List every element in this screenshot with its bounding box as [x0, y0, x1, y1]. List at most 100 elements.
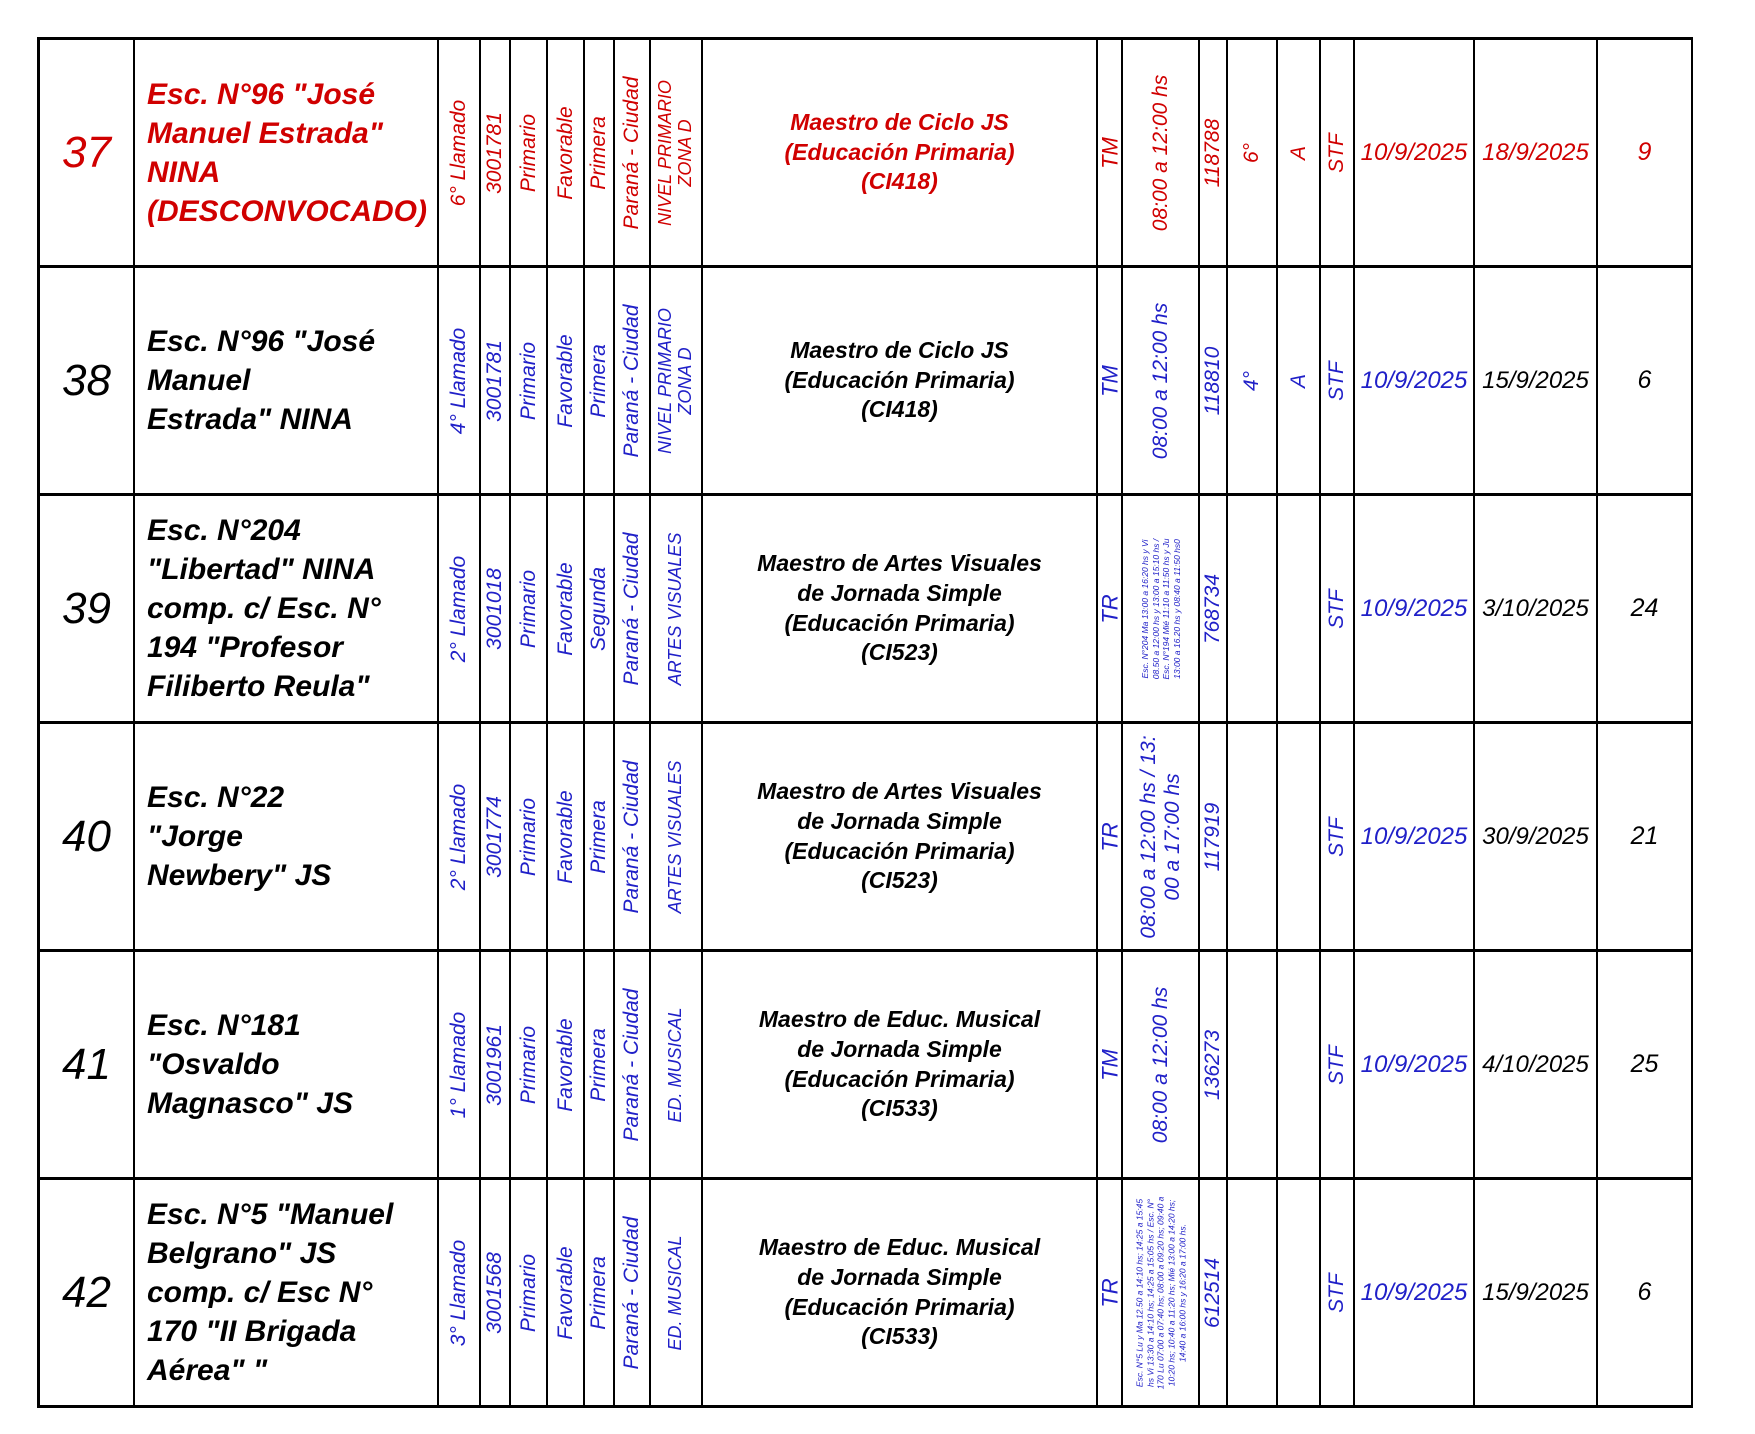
start-date: 10/9/2025: [1355, 496, 1475, 724]
horario: Esc. N°5 Lu y Ma 12.50 a 14:10 hs; 14:25…: [1133, 1196, 1187, 1389]
dictamen: Favorable: [553, 1017, 577, 1112]
days-count: 25: [1598, 952, 1693, 1180]
localidad: Paraná - Ciudad: [619, 1216, 643, 1369]
caracter: STF: [1324, 816, 1348, 857]
llamado: 2° Llamado: [446, 783, 470, 890]
codigo-cell: 118788: [1200, 40, 1228, 268]
dictamen-cell: Favorable: [548, 496, 585, 724]
area: NIVEL PRIMARIO ZONA D: [655, 79, 695, 226]
caracter-cell: STF: [1321, 952, 1355, 1180]
division-cell: [1278, 724, 1321, 952]
localidad-cell: Paraná - Ciudad: [615, 268, 651, 496]
nivel: Primario: [516, 113, 540, 192]
nivel-cell: Primario: [511, 1180, 548, 1408]
codigo: 136273: [1200, 1029, 1224, 1100]
cargo-description: Maestro de Ciclo JS (Educación Primaria)…: [703, 268, 1098, 496]
nivel: Primario: [516, 569, 540, 648]
codigo: 118810: [1200, 346, 1224, 415]
turno: TR: [1096, 593, 1122, 624]
area-cell: NIVEL PRIMARIO ZONA D: [651, 40, 703, 268]
dictamen: Favorable: [553, 1245, 577, 1340]
start-date: 10/9/2025: [1355, 1180, 1475, 1408]
categoria: Segunda: [586, 566, 610, 651]
dictamen: Favorable: [553, 789, 577, 884]
grado-cell: [1228, 724, 1278, 952]
localidad-cell: Paraná - Ciudad: [615, 724, 651, 952]
end-date: 15/9/2025: [1475, 268, 1598, 496]
localidad-cell: Paraná - Ciudad: [615, 952, 651, 1180]
cue-number: 3001018: [482, 567, 506, 650]
area: ARTES VISUALES: [665, 532, 686, 685]
cargo-description: Maestro de Educ. Musical de Jornada Simp…: [703, 1180, 1098, 1408]
dictamen-cell: Favorable: [548, 1180, 585, 1408]
categoria-cell: Primera: [585, 40, 615, 268]
llamado-cell: 3° Llamado: [439, 1180, 481, 1408]
categoria: Primera: [586, 1255, 610, 1330]
grado-cell: [1228, 952, 1278, 1180]
codigo: 612514: [1200, 1257, 1224, 1328]
caracter: STF: [1324, 588, 1348, 629]
codigo-cell: 118810: [1200, 268, 1228, 496]
grado-cell: 6°: [1228, 40, 1278, 268]
start-date: 10/9/2025: [1355, 724, 1475, 952]
codigo-cell: 136273: [1200, 952, 1228, 1180]
localidad: Paraná - Ciudad: [619, 760, 643, 913]
nivel-cell: Primario: [511, 952, 548, 1180]
school-name: Esc. N°204 "Libertad" NINA comp. c/ Esc.…: [135, 496, 439, 724]
horario: 08:00 a 12:00 hs: [1148, 74, 1172, 231]
area-cell: ED. MUSICAL: [651, 952, 703, 1180]
horario-cell: 08:00 a 12:00 hs: [1123, 952, 1200, 1180]
days-count: 24: [1598, 496, 1693, 724]
caracter-cell: STF: [1321, 40, 1355, 268]
horario: Esc. N°204 Ma 13:00 a 16:20 hs y Vi 08.5…: [1139, 537, 1182, 680]
horario: 08:00 a 12:00 hs / 13: 00 a 17:00 hs: [1136, 734, 1184, 939]
localidad: Paraná - Ciudad: [619, 532, 643, 685]
end-date: 15/9/2025: [1475, 1180, 1598, 1408]
area-cell: ARTES VISUALES: [651, 496, 703, 724]
caracter-cell: STF: [1321, 724, 1355, 952]
start-date: 10/9/2025: [1355, 268, 1475, 496]
categoria: Primera: [586, 799, 610, 874]
school-name: Esc. N°5 "Manuel Belgrano" JS comp. c/ E…: [135, 1180, 439, 1408]
row-number: 37: [40, 40, 135, 268]
cue-cell: 3001774: [481, 724, 511, 952]
cargo-description: Maestro de Educ. Musical de Jornada Simp…: [703, 952, 1098, 1180]
codigo-cell: 768734: [1200, 496, 1228, 724]
caracter: STF: [1324, 1044, 1348, 1085]
nivel: Primario: [516, 1025, 540, 1104]
row-number: 42: [40, 1180, 135, 1408]
turno-cell: TR: [1097, 1180, 1123, 1408]
horario-cell: Esc. N°5 Lu y Ma 12.50 a 14:10 hs; 14:25…: [1123, 1180, 1200, 1408]
horario: 08:00 a 12:00 hs: [1148, 302, 1172, 459]
area: ED. MUSICAL: [665, 1234, 686, 1351]
dictamen-cell: Favorable: [548, 952, 585, 1180]
area: ARTES VISUALES: [665, 760, 686, 913]
days-count: 6: [1598, 268, 1693, 496]
horario-cell: Esc. N°204 Ma 13:00 a 16:20 hs y Vi 08.5…: [1123, 496, 1200, 724]
cue-number: 3001781: [482, 339, 506, 422]
turno: TM: [1096, 1048, 1122, 1081]
nivel-cell: Primario: [511, 724, 548, 952]
division: A: [1286, 145, 1310, 160]
days-count: 9: [1598, 40, 1693, 268]
llamado: 6° Llamado: [446, 99, 470, 206]
row-number: 40: [40, 724, 135, 952]
area-cell: ARTES VISUALES: [651, 724, 703, 952]
cue-cell: 3001018: [481, 496, 511, 724]
llamado: 2° Llamado: [446, 555, 470, 662]
categoria: Primera: [586, 115, 610, 190]
end-date: 3/10/2025: [1475, 496, 1598, 724]
row-number: 39: [40, 496, 135, 724]
school-name: Esc. N°96 "José Manuel Estrada" NINA: [135, 268, 439, 496]
end-date: 18/9/2025: [1475, 40, 1598, 268]
codigo: 117919: [1200, 802, 1224, 871]
school-name: Esc. N°181 "Osvaldo Magnasco" JS: [135, 952, 439, 1180]
cue-cell: 3001781: [481, 268, 511, 496]
turno-cell: TM: [1097, 40, 1123, 268]
nivel: Primario: [516, 1253, 540, 1332]
days-count: 6: [1598, 1180, 1693, 1408]
start-date: 10/9/2025: [1355, 952, 1475, 1180]
localidad: Paraná - Ciudad: [619, 304, 643, 457]
cue-cell: 3001781: [481, 40, 511, 268]
categoria-cell: Primera: [585, 724, 615, 952]
